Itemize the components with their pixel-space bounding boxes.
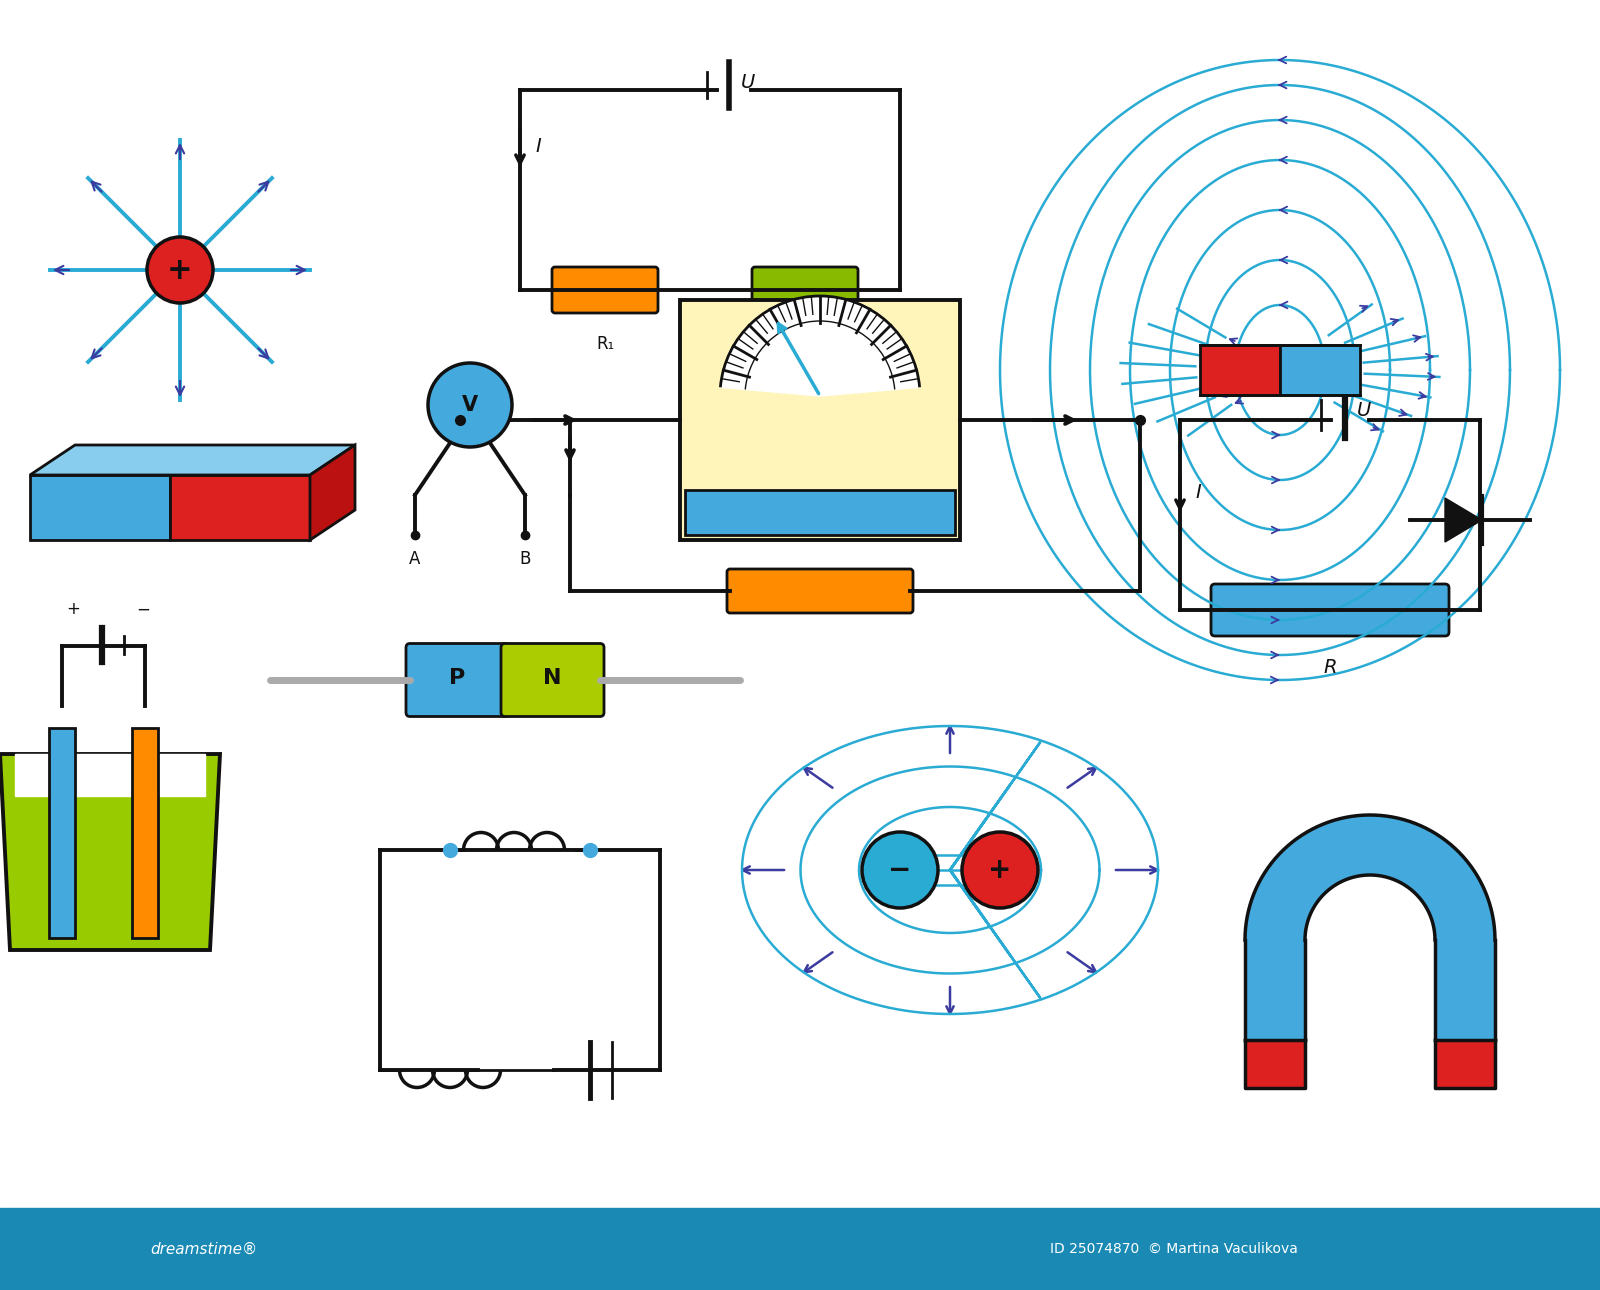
Text: P: P [450,668,466,688]
Polygon shape [170,475,310,541]
Bar [50,728,75,938]
Text: I: I [1195,482,1200,502]
Text: U: U [741,72,755,92]
Polygon shape [1245,1040,1306,1087]
Text: +: + [67,600,80,618]
FancyBboxPatch shape [726,569,914,613]
Wedge shape [720,295,920,396]
Text: A: A [410,550,421,568]
Text: I: I [534,137,541,156]
Polygon shape [1245,815,1494,940]
Polygon shape [1245,940,1306,1040]
Text: N: N [544,668,562,688]
FancyBboxPatch shape [680,301,960,541]
Polygon shape [1435,1040,1494,1087]
Text: ID 25074870  © Martina Vaculikova: ID 25074870 © Martina Vaculikova [1050,1242,1298,1256]
Text: R₁: R₁ [595,335,614,353]
Bar [133,728,158,938]
Polygon shape [30,445,355,475]
Text: dreamstime®: dreamstime® [150,1241,258,1256]
Bar [0,1207,1600,1290]
FancyBboxPatch shape [406,644,509,716]
Polygon shape [0,753,221,949]
Circle shape [147,237,213,303]
FancyBboxPatch shape [501,644,605,716]
FancyBboxPatch shape [752,267,858,313]
Text: V: V [462,395,478,415]
Polygon shape [310,445,355,541]
Bar [1280,344,1360,395]
Bar [1200,344,1280,395]
Text: R: R [1323,658,1336,677]
Text: −: − [136,600,150,618]
Polygon shape [30,475,170,541]
Circle shape [962,832,1038,908]
Text: U: U [1357,400,1371,419]
Polygon shape [1435,940,1494,1040]
Circle shape [862,832,938,908]
Polygon shape [1445,498,1482,542]
Text: R₂: R₂ [795,335,814,353]
Text: +: + [989,857,1011,884]
Bar [14,753,205,796]
Circle shape [429,362,512,448]
FancyBboxPatch shape [552,267,658,313]
Text: +: + [166,255,194,285]
Text: B: B [520,550,531,568]
FancyBboxPatch shape [1211,584,1450,636]
Bar [685,490,955,535]
Text: −: − [888,857,912,884]
